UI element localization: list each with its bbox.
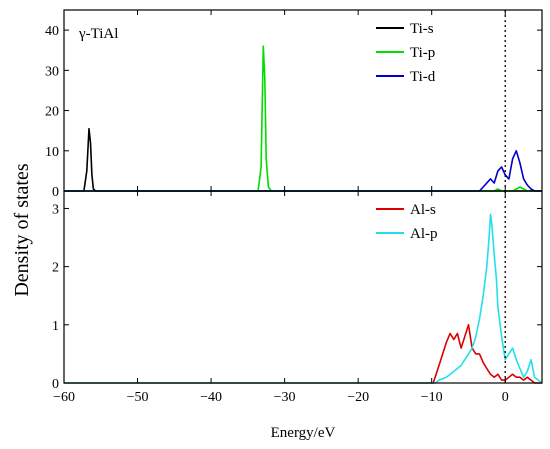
series-line-al-p (64, 213, 543, 384)
y-tick-label: 40 (45, 24, 59, 39)
y-axis-label: Density of states (11, 163, 33, 297)
series-line-ti-d (64, 150, 542, 192)
x-tick-label: −20 (347, 390, 369, 405)
y-tick-label: 0 (52, 185, 59, 200)
y-tick-label: 3 (52, 202, 59, 217)
y-tick-label: 30 (45, 64, 59, 79)
bottom-panel: 0 1 2 3 Al-s Al-p (52, 190, 543, 392)
series-line-al-s (64, 323, 542, 384)
x-axis-label: Energy/eV (271, 425, 336, 441)
panel-title: γ-TiAl (78, 26, 118, 42)
legend-label: Al-s (410, 202, 436, 218)
legend-label: Ti-p (410, 45, 435, 61)
x-tick-label: −60 (53, 390, 75, 405)
x-tick-label: −30 (274, 390, 296, 405)
y-tick-label: 2 (52, 261, 59, 276)
y-tick-label: 1 (52, 319, 59, 334)
legend-label: Al-p (410, 226, 438, 242)
y-tick-label: 0 (52, 377, 59, 392)
x-tick-label: −40 (200, 390, 222, 405)
x-tick-label: −10 (421, 390, 443, 405)
x-tick-label: −50 (127, 390, 149, 405)
y-tick-label: 10 (45, 145, 59, 160)
legend-label: Ti-s (410, 21, 434, 37)
x-tick-label: 0 (502, 390, 509, 405)
top-panel: 0 10 20 30 40 Ti-s Ti-p Ti-d (45, 9, 543, 200)
legend-label: Ti-d (410, 69, 436, 85)
panel-frame (63, 190, 543, 384)
y-tick-label: 20 (45, 105, 59, 120)
